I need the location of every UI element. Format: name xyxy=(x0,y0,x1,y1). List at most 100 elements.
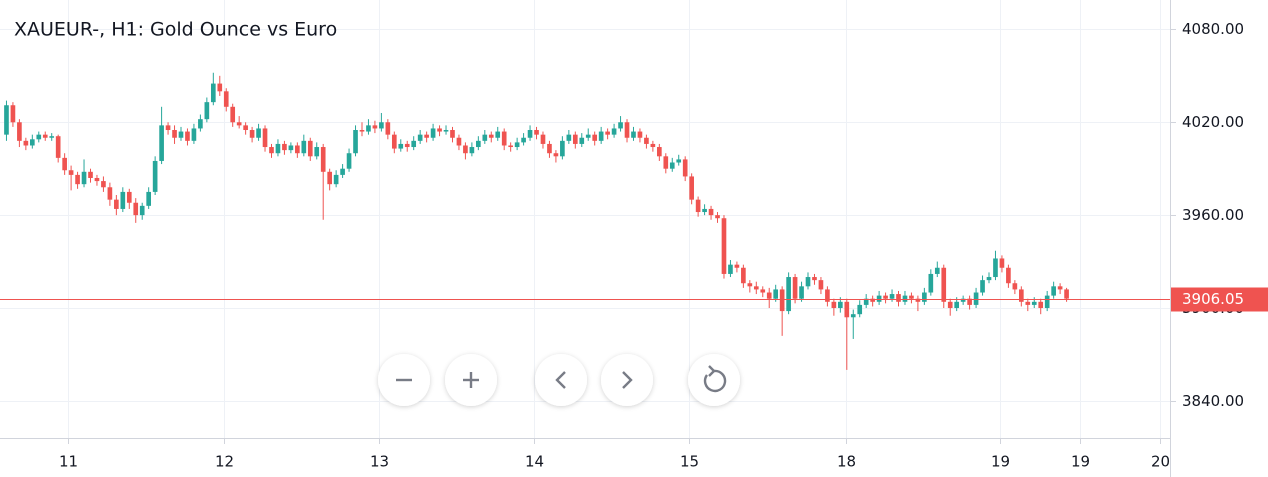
candle-body xyxy=(547,143,552,154)
candle-body xyxy=(469,147,475,154)
scroll-right-button[interactable] xyxy=(601,354,653,406)
candle-body xyxy=(1031,301,1037,305)
candle-body xyxy=(889,294,895,299)
candle-body xyxy=(217,83,223,92)
candle-body xyxy=(346,153,352,169)
candle-body xyxy=(288,145,294,151)
candle-body xyxy=(922,292,927,302)
candle-body xyxy=(753,286,759,290)
y-tick-label: 4080.00 xyxy=(1182,20,1244,38)
candle-body xyxy=(967,298,972,305)
candle-body xyxy=(1044,295,1050,308)
candle-body xyxy=(902,295,908,302)
candle-body xyxy=(450,130,455,138)
candle-body xyxy=(947,301,953,308)
candle-body xyxy=(863,298,869,305)
candle-body xyxy=(566,134,572,141)
candle-body xyxy=(262,128,268,148)
candle-body xyxy=(495,131,501,138)
candle-body xyxy=(960,298,966,302)
candle-body xyxy=(831,301,837,308)
candle-body xyxy=(572,134,578,144)
candle-body xyxy=(553,153,559,157)
candle-body xyxy=(605,131,610,135)
candle-body xyxy=(708,208,714,216)
candle-body xyxy=(307,140,313,157)
x-tick-label: 15 xyxy=(680,453,699,471)
candle-body xyxy=(818,280,824,290)
candle-body xyxy=(521,137,526,143)
y-tick-label: 3960.00 xyxy=(1182,206,1244,224)
candle-body xyxy=(1038,301,1044,308)
candle-body xyxy=(883,295,888,299)
candle-body xyxy=(94,177,100,182)
x-tick-label: 19 xyxy=(991,453,1010,471)
candle-body xyxy=(463,145,468,154)
candle-body xyxy=(185,131,190,141)
scroll-left-button[interactable] xyxy=(535,354,587,406)
candle-body xyxy=(23,140,29,146)
candle-body xyxy=(295,145,300,154)
zoom-out-button[interactable] xyxy=(378,354,430,406)
candle-body xyxy=(146,191,152,206)
zoom-in-button[interactable] xyxy=(445,354,497,406)
candle-body xyxy=(172,130,177,138)
candle-body xyxy=(340,168,345,175)
candle-body xyxy=(398,143,404,149)
candle-body xyxy=(139,205,145,216)
candle-body xyxy=(1064,289,1069,299)
x-tick-label: 18 xyxy=(837,453,856,471)
candle-body xyxy=(1051,286,1056,296)
candle-body xyxy=(385,122,391,135)
candle-body xyxy=(210,83,216,103)
x-tick-label: 20 xyxy=(1151,453,1170,471)
candle-body xyxy=(934,267,940,274)
candle-body xyxy=(191,128,197,141)
candle-body xyxy=(178,131,184,138)
candle-body xyxy=(973,292,979,305)
candle-body xyxy=(876,295,882,302)
candles xyxy=(0,72,1170,370)
candle-body xyxy=(456,137,462,146)
candle-body xyxy=(249,130,255,138)
candle-body xyxy=(314,147,320,157)
candle-body xyxy=(120,191,126,209)
candle-body xyxy=(152,160,158,192)
axes: 3840.003900.003960.004020.004080.0011121… xyxy=(59,20,1244,471)
candle-body xyxy=(980,280,985,293)
candle-body xyxy=(49,136,55,138)
candle-body xyxy=(437,128,442,132)
candle-body xyxy=(165,125,171,131)
candle-body xyxy=(29,139,35,146)
candle-body xyxy=(941,267,947,302)
candle-body xyxy=(198,119,203,129)
candle-body xyxy=(637,131,643,138)
candle-body xyxy=(560,140,565,157)
candle-body xyxy=(75,174,80,185)
candle-body xyxy=(126,191,132,203)
candle-body xyxy=(411,140,417,148)
candle-body xyxy=(107,187,113,200)
candle-body xyxy=(223,91,229,107)
candle-body xyxy=(243,125,248,131)
y-tick-label: 4020.00 xyxy=(1182,113,1244,131)
candle-body xyxy=(689,176,694,200)
x-tick-label: 12 xyxy=(215,453,234,471)
reset-button[interactable] xyxy=(688,354,740,406)
candle-body xyxy=(650,143,656,148)
candle-body xyxy=(999,258,1005,268)
candle-body xyxy=(359,130,365,132)
candle-body xyxy=(372,125,378,129)
candle-body xyxy=(391,134,397,149)
x-tick-label: 11 xyxy=(59,453,78,471)
candle-body xyxy=(598,131,604,141)
candle-body xyxy=(844,301,850,318)
candle-body xyxy=(404,143,410,148)
candle-body xyxy=(133,202,139,216)
candle-body xyxy=(101,181,106,188)
candle-body xyxy=(734,264,740,268)
candle-body xyxy=(870,298,875,302)
candle-body xyxy=(786,277,791,312)
candle-body xyxy=(320,147,326,172)
candle-body xyxy=(534,130,539,135)
